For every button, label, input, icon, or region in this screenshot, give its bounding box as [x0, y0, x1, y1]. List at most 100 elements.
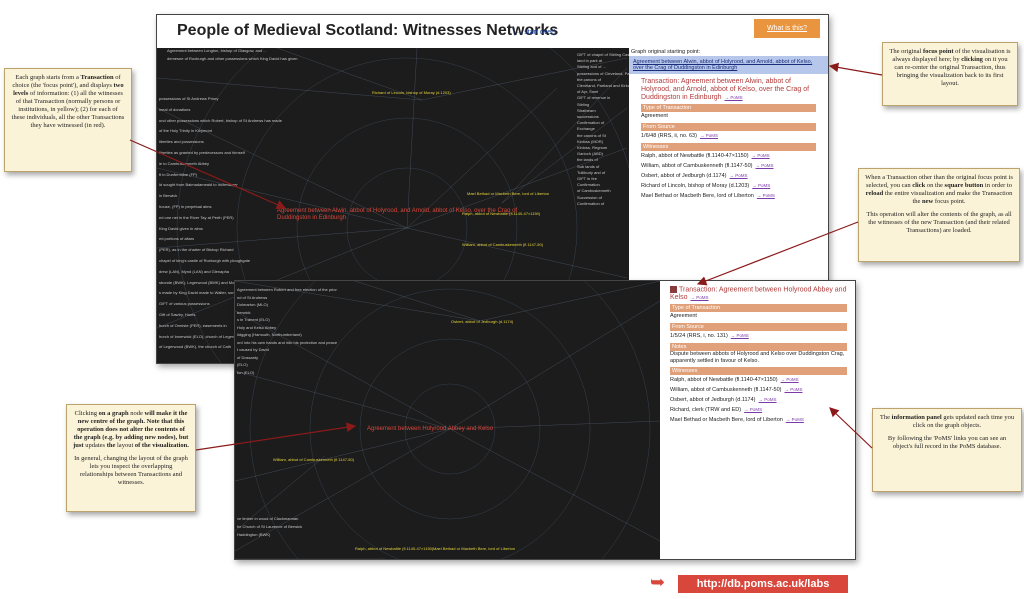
note-information-panel: The information panel gets updated each …: [872, 408, 1022, 492]
graph-transaction-label[interactable]: chapel of king's castle of Roxburgh with…: [159, 258, 251, 263]
graph-transaction-label[interactable]: he Church of St Laurence of Berwick: [237, 524, 303, 529]
poms-link[interactable]: → PoMS: [690, 295, 709, 301]
graph-transaction-label[interactable]: drew (LAN), Mynd (LAN) and Glenapha: [159, 268, 230, 274]
witness-node[interactable]: Richard of Lincoln, bishop of Moray (d.1…: [372, 90, 451, 95]
graph-transaction-label[interactable]: ord into his own hands and into his prot…: [237, 339, 338, 345]
graph-transaction-label[interactable]: Agreement between Robert and free electi…: [237, 287, 337, 292]
graph-transaction-label[interactable]: successions: [577, 114, 599, 119]
witness-item: Richard, clerk (TRW and ED) → PoMS: [670, 405, 847, 415]
graph-transaction-label[interactable]: berwick: [237, 309, 251, 315]
graph-transaction-label[interactable]: nd of St Andrews: [237, 294, 268, 300]
witness-node[interactable]: Ralph, abbot of Newbattle (fl.1140-47×11…: [462, 211, 541, 216]
graph-transaction-label[interactable]: of Cambuskenneth: [577, 188, 611, 194]
graph-transaction-label[interactable]: the lands of: [577, 157, 598, 163]
graph-transaction-label[interactable]: GIFT of chapel of Stirling Castle in exc…: [577, 52, 629, 57]
graph-transaction-label[interactable]: Exchange: [577, 126, 595, 132]
graph-transaction-label[interactable]: Confirmation of: [577, 200, 605, 206]
witness-node[interactable]: William, abbot of Cambuskenneth (fl.1147…: [273, 457, 355, 462]
witness-node[interactable]: William, abbot of Cambuskenneth (fl.1147…: [462, 242, 544, 247]
witness-item: Mael Bethad or Macbeth Bere, lord of Lib…: [670, 415, 847, 425]
poms-link[interactable]: → PoMS: [784, 387, 803, 393]
poms-link[interactable]: → PoMS: [756, 193, 775, 198]
graph-transaction-label[interactable]: sbonde (BWK), Legerwood (BWK) and Morham…: [159, 279, 251, 285]
graph-transaction-label[interactable]: GIFT in fee: [577, 176, 597, 181]
graph-transaction-label[interactable]: ft in Dunfermline (FP): [159, 171, 198, 177]
graph-transaction-label[interactable]: GIFT of revenue in: [577, 95, 611, 101]
poms-link[interactable]: → PoMS: [755, 163, 774, 168]
source-ref: 1/5/24 (RRS, i, no. 131): [670, 333, 728, 340]
graph-transaction-label[interactable]: Confirmation of: [577, 120, 605, 126]
graph-transaction-label[interactable]: possessions of St Andrews Priory: [159, 96, 219, 101]
graph-transaction-label[interactable]: Garioch (ABD): [577, 151, 604, 157]
poms-link[interactable]: → PoMS: [752, 183, 771, 188]
poms-link[interactable]: → PoMS: [729, 173, 748, 178]
graph-transaction-label[interactable]: the canons of St: [577, 132, 606, 138]
graph-transaction-label[interactable]: house, (FP) in perpetual alms: [159, 204, 212, 209]
graph-transaction-label[interactable]: ineal of donations: [159, 106, 191, 112]
graph-transaction-label[interactable]: Dolmarton (MLO): [237, 302, 268, 307]
poms-link[interactable]: → PoMS: [724, 95, 743, 100]
poms-link[interactable]: → PoMS: [730, 333, 749, 339]
graph-transaction-label[interactable]: (ELO): [237, 362, 248, 367]
graph-transaction-label[interactable]: GIFT of various possessions: [159, 301, 210, 307]
graph-transaction-label[interactable]: the canons of: [577, 76, 602, 82]
poms-link[interactable]: → PoMS: [751, 153, 770, 158]
what-is-this-button[interactable]: What is this?: [754, 19, 820, 38]
graph-transaction-label[interactable]: hurch of Innerwick (ELO), church of Lege…: [159, 333, 237, 339]
graph-transaction-label[interactable]: liberties and possessions: [159, 139, 204, 145]
network-graph[interactable]: Agreement between Robert and free electi…: [235, 281, 660, 559]
graph-transaction-label[interactable]: Strathearn: [577, 107, 596, 113]
original-focus-link[interactable]: Agreement between Alwin, abbot of Holyro…: [629, 56, 828, 74]
graph-transaction-label[interactable]: Haddington (BWK): [237, 532, 271, 537]
graph-transaction-label[interactable]: land in park at: [577, 58, 603, 64]
graph-transaction-label[interactable]: liberties as granted by predecessors and…: [159, 150, 245, 155]
graph-transaction-label[interactable]: Kinloss (MOR): [577, 138, 604, 144]
graph-transaction-label[interactable]: demesne of Roxburgh and other possession…: [167, 56, 298, 61]
graph-transaction-label[interactable]: ed one net in the River Tay at Perth (PE…: [159, 214, 234, 220]
witness-node[interactable]: Mael Bethad or Macbeth Bere, lord of Lib…: [467, 191, 550, 196]
graph-transaction-label[interactable]: King David given in alms: [159, 225, 203, 231]
poms-link[interactable]: → PoMS: [758, 397, 777, 403]
focus-transaction-node[interactable]: Agreement between Holyrood Abbey and Kel…: [367, 426, 494, 432]
poms-link[interactable]: → PoMS: [785, 417, 804, 423]
graph-transaction-label[interactable]: Holy and Kelso Abbey: [237, 324, 277, 330]
poms-link[interactable]: → PoMS: [699, 133, 718, 138]
graph-transaction-label[interactable]: of Legerwood (BWK), the church of Cath: [159, 344, 232, 350]
poms-link[interactable]: → PoMS: [744, 407, 763, 413]
graph-transaction-label[interactable]: Confirmation: [577, 182, 600, 188]
graph-transaction-label[interactable]: Gift of Sawtry, Hunts.: [159, 312, 197, 317]
witness-node[interactable]: Mael Bethad or Macbeth Bere, lord of Lib…: [433, 546, 516, 551]
graph-transaction-label[interactable]: in Berwick: [159, 193, 178, 199]
graph-transaction-label[interactable]: s made by King David made to Walter, son…: [159, 290, 239, 296]
graph-transaction-label[interactable]: ld sought from Balmadameald to Inchmamer: [159, 182, 238, 188]
focus-transaction-node[interactable]: Agreement between Alwin, abbot of Holyro…: [277, 208, 518, 221]
graph-transaction-label[interactable]: of Dossanty: [237, 354, 259, 360]
witness-node[interactable]: Ralph, abbot of Newbattle (fl.1140-47×11…: [355, 546, 434, 551]
reload-square-button[interactable]: [670, 286, 677, 293]
graph-transaction-label[interactable]: of Ayr, Smel: [577, 89, 599, 95]
graph-transaction-label[interactable]: Sub lands of: [577, 163, 600, 169]
graph-transaction-label[interactable]: Stirling: [577, 101, 590, 107]
graph-transaction-label[interactable]: of the Holy Trinity in Kilrymont: [159, 128, 212, 134]
url-link[interactable]: http://db.poms.ac.uk/labs: [678, 575, 848, 593]
graph-transaction-label[interactable]: Cleveland, Partland and Kirkcudbright: [577, 83, 629, 88]
graph-transaction-label[interactable]: (PER), as in the charter of Bishop Richa…: [159, 247, 234, 253]
graph-transaction-label[interactable]: possessions of Cleveland, Partland and .…: [577, 70, 629, 76]
graph-transaction-label[interactable]: und other possessions which Robert, bish…: [159, 117, 282, 123]
witness-node[interactable]: Osbert, abbot of Jedburgh (d.1174): [451, 319, 514, 324]
graph-transaction-label[interactable]: ve timber in wood of Clackmannan: [237, 516, 299, 521]
graph-transaction-label[interactable]: ton (ELO): [237, 369, 255, 375]
graph-transaction-label[interactable]: ildgging (Hamouth, Northumberland): [237, 332, 302, 337]
graph-transaction-label[interactable]: s in Tranent (ELO): [237, 317, 270, 322]
start-over-link[interactable]: (→ start over): [513, 29, 556, 36]
graph-transaction-label[interactable]: ed portions of altars: [159, 236, 195, 242]
graph-transaction-label[interactable]: hurch of Ormiste (PER), easements in: [159, 322, 227, 328]
graph-transaction-label[interactable]: Agreement between Longton, bishop of Gla…: [167, 48, 267, 53]
graph-transaction-label[interactable]: t caused by David: [237, 347, 269, 352]
graph-transaction-label[interactable]: Kinloss, Regnum: [577, 145, 608, 150]
poms-link[interactable]: → PoMS: [780, 377, 799, 383]
graph-transaction-label[interactable]: Succession of: [577, 194, 602, 200]
graph-transaction-label[interactable]: Tullibody and of: [577, 169, 606, 175]
graph-transaction-label[interactable]: Stirling and of ...: [577, 64, 606, 70]
